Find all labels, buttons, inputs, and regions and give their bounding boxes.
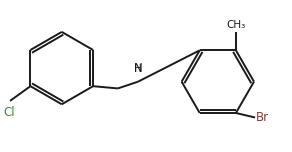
Text: H: H: [134, 64, 142, 74]
Text: Cl: Cl: [3, 106, 15, 119]
Text: Br: Br: [256, 111, 270, 124]
Text: N: N: [134, 62, 142, 75]
Text: CH₃: CH₃: [226, 20, 246, 30]
